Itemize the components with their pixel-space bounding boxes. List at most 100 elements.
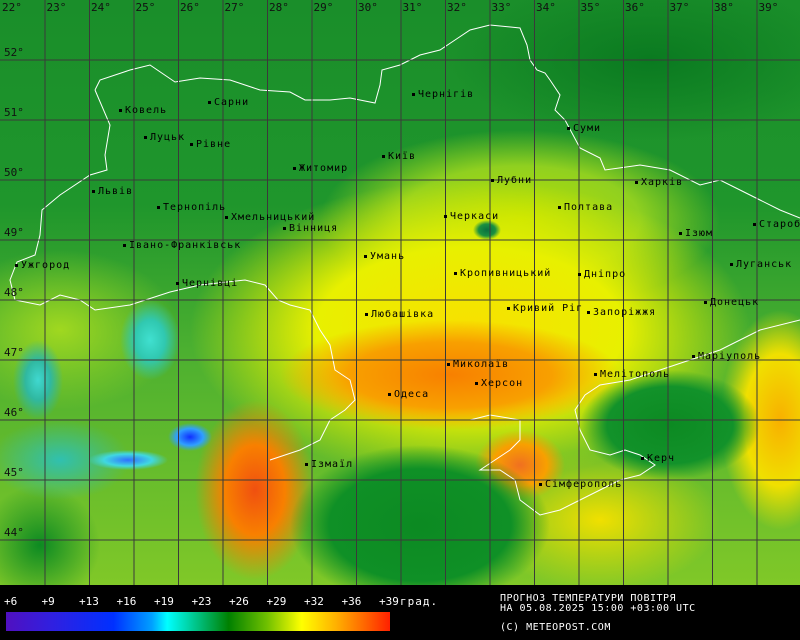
city-marker-icon bbox=[491, 178, 494, 182]
city-name: Миколаїв bbox=[453, 359, 510, 370]
city-label: Лубни bbox=[491, 176, 532, 186]
city-name: Ковель bbox=[125, 105, 168, 116]
legend-tick: +16 bbox=[116, 595, 137, 608]
copyright-link[interactable]: (C) METEOPOST.COM bbox=[500, 622, 611, 633]
city-label: Івано-Франківськ bbox=[123, 241, 241, 251]
city-name: Кривий Ріг bbox=[513, 303, 584, 314]
city-label: Чернігів bbox=[412, 90, 474, 100]
city-name: Сарни bbox=[214, 97, 250, 108]
city-name: Луцьк bbox=[150, 132, 186, 143]
city-label: Донецьк bbox=[704, 298, 759, 308]
city-marker-icon bbox=[305, 462, 308, 466]
city-marker-icon bbox=[144, 135, 147, 139]
city-name: Кропивницький bbox=[460, 268, 552, 279]
latitude-label: 49° bbox=[4, 226, 24, 239]
city-label: Луганськ bbox=[730, 260, 792, 270]
city-name: Суми bbox=[573, 123, 602, 134]
city-name: Луганськ bbox=[736, 259, 793, 270]
legend-tick: +36 bbox=[341, 595, 362, 608]
city-marker-icon bbox=[176, 281, 179, 285]
city-marker-icon bbox=[119, 108, 122, 112]
city-marker-icon bbox=[190, 142, 193, 146]
city-name: Полтава bbox=[564, 202, 614, 213]
city-label: Умань bbox=[364, 252, 405, 262]
border-west bbox=[9, 89, 356, 461]
longitude-label: 27° bbox=[224, 1, 245, 14]
legend-tick: +39 bbox=[379, 595, 399, 608]
city-marker-icon bbox=[208, 100, 211, 104]
city-label: Черкаси bbox=[444, 212, 499, 222]
city-label: Маріуполь bbox=[692, 352, 761, 362]
latitude-label: 48° bbox=[4, 286, 24, 299]
city-label: Чернівці bbox=[176, 279, 238, 289]
city-label: Луцьк bbox=[144, 133, 185, 143]
city-label: Хмельницький bbox=[225, 213, 315, 223]
legend-tick: +23 bbox=[191, 595, 212, 608]
city-marker-icon bbox=[382, 154, 385, 158]
city-label: Керч bbox=[641, 454, 675, 464]
city-marker-icon bbox=[365, 312, 368, 316]
city-name: Рівне bbox=[196, 139, 232, 150]
country-borders bbox=[9, 24, 800, 516]
city-marker-icon bbox=[635, 180, 638, 184]
city-marker-icon bbox=[475, 381, 478, 385]
city-name: Любашівка bbox=[371, 309, 435, 320]
border-north bbox=[94, 24, 800, 219]
city-label: Староб bbox=[753, 220, 800, 230]
longitude-label: 31° bbox=[402, 1, 423, 14]
city-name: Староб bbox=[759, 219, 800, 230]
city-marker-icon bbox=[704, 300, 707, 304]
legend-tick: +19 bbox=[154, 595, 174, 608]
coordinate-grid bbox=[0, 0, 800, 585]
city-label: Ужгород bbox=[15, 261, 70, 271]
city-name: Тернопіль bbox=[163, 202, 227, 213]
city-marker-icon bbox=[388, 392, 391, 396]
city-label: Ковель bbox=[119, 106, 167, 116]
city-marker-icon bbox=[587, 310, 590, 314]
legend-tick: +13 bbox=[79, 595, 99, 608]
longitude-label: 36° bbox=[625, 1, 645, 14]
city-label: Львів bbox=[92, 187, 133, 197]
longitude-label: 34° bbox=[536, 1, 556, 14]
city-label: Запоріжжя bbox=[587, 308, 656, 318]
longitude-label: 38° bbox=[714, 1, 734, 14]
city-name: Чернівці bbox=[182, 278, 239, 289]
city-marker-icon bbox=[692, 354, 695, 358]
latitude-label: 50° bbox=[4, 166, 24, 179]
latitude-label: 51° bbox=[4, 106, 24, 119]
city-name: Хмельницький bbox=[231, 212, 316, 223]
city-marker-icon bbox=[444, 214, 447, 218]
legend-tick: +9 bbox=[41, 595, 55, 608]
city-name: Умань bbox=[370, 251, 406, 262]
city-label: Харків bbox=[635, 178, 683, 188]
longitude-label: 24° bbox=[91, 1, 111, 14]
city-label: Кривий Ріг bbox=[507, 304, 583, 314]
city-marker-icon bbox=[641, 456, 644, 460]
city-label: Миколаїв bbox=[447, 360, 509, 370]
city-label: Житомир bbox=[293, 164, 348, 174]
longitude-label: 22° bbox=[2, 1, 22, 14]
city-marker-icon bbox=[283, 226, 286, 230]
city-label: Тернопіль bbox=[157, 203, 226, 213]
city-name: Лубни bbox=[497, 175, 533, 186]
longitude-label: 39° bbox=[758, 1, 779, 14]
city-marker-icon bbox=[539, 482, 542, 486]
map-overlay bbox=[0, 0, 800, 585]
city-label: Ізмаїл bbox=[305, 460, 353, 470]
longitude-label: 30° bbox=[358, 1, 378, 14]
city-marker-icon bbox=[225, 215, 228, 219]
city-label: Дніпро bbox=[578, 270, 626, 280]
city-name: Черкаси bbox=[450, 211, 500, 222]
legend-tick: +32 bbox=[304, 595, 324, 608]
longitude-label: 26° bbox=[180, 1, 200, 14]
city-name: Київ bbox=[388, 151, 417, 162]
temperature-map: 22° 23° 24° 25° 26° 27° 28° 29° 30° 31° 32° 33° 34° 3… bbox=[0, 0, 800, 585]
city-marker-icon bbox=[507, 306, 510, 310]
city-label: Полтава bbox=[558, 203, 613, 213]
city-marker-icon bbox=[578, 272, 581, 276]
city-name: Вінниця bbox=[289, 223, 339, 234]
city-name: Ужгород bbox=[21, 260, 71, 271]
longitude-label: 37° bbox=[669, 1, 690, 14]
city-label: Ізюм bbox=[679, 229, 713, 239]
